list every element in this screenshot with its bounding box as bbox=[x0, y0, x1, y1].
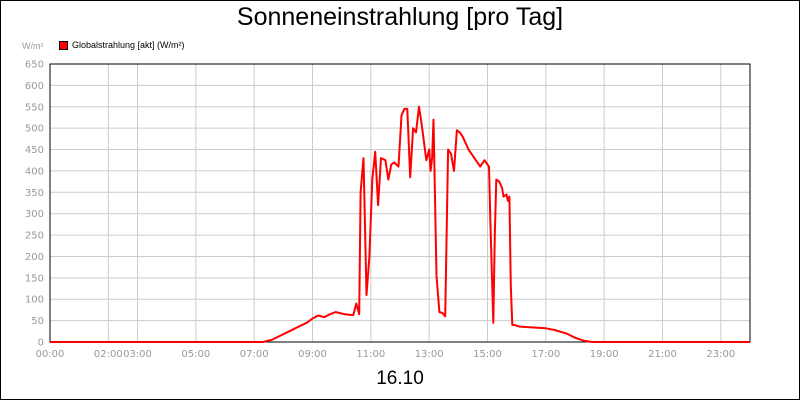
legend: Globalstrahlung [akt] (W/m²) bbox=[59, 38, 185, 52]
y-tick-label: 350 bbox=[25, 188, 44, 199]
y-tick-label: 500 bbox=[25, 124, 44, 135]
y-tick-label: 550 bbox=[25, 102, 44, 113]
y-tick-label: 250 bbox=[25, 231, 44, 242]
x-tick-label: 05:00 bbox=[181, 349, 210, 360]
x-tick-label: 23:00 bbox=[706, 349, 735, 360]
plot-border bbox=[49, 63, 751, 343]
y-tick-label: 0 bbox=[38, 338, 44, 349]
y-tick-label: 600 bbox=[25, 81, 44, 92]
y-tick-label: 200 bbox=[25, 252, 44, 263]
gridlines bbox=[49, 63, 750, 343]
y-tick-label: 650 bbox=[25, 60, 44, 71]
legend-swatch bbox=[59, 40, 68, 50]
x-tick-label: 00:00 bbox=[36, 349, 65, 360]
y-tick-label: 100 bbox=[25, 295, 44, 306]
legend-label: Globalstrahlung [akt] (W/m²) bbox=[72, 40, 185, 50]
y-tick-labels: 0 50 100 150 200 250 300 350 400 450 500 550 600 650 bbox=[25, 60, 44, 349]
x-tick-label: 03:00 bbox=[123, 349, 152, 360]
series-line-globalstrahlung bbox=[50, 105, 750, 343]
x-tick-label: 19:00 bbox=[590, 349, 619, 360]
y-tick-label: 50 bbox=[31, 316, 44, 327]
x-tick-label: 11:00 bbox=[356, 349, 385, 360]
chart-title: Sonneneinstrahlung [pro Tag] bbox=[236, 3, 564, 31]
y-tick-label: 150 bbox=[25, 273, 44, 284]
y-tick-label: 300 bbox=[25, 209, 44, 220]
x-tick-label: 17:00 bbox=[531, 349, 560, 360]
y-unit-label: W/m² bbox=[22, 41, 44, 51]
y-tick-label: 450 bbox=[25, 145, 44, 156]
x-tick-label: 21:00 bbox=[648, 349, 677, 360]
x-tick-labels: 00:00 02:00 03:00 05:00 07:00 09:00 11:00 13:00… bbox=[36, 349, 736, 360]
x-tick-label: 09:00 bbox=[298, 349, 327, 360]
x-tick-label: 02:00 bbox=[94, 349, 123, 360]
x-tick-label: 15:00 bbox=[473, 349, 502, 360]
date-label: 16.10 bbox=[376, 368, 424, 389]
x-tick-label: 07:00 bbox=[240, 349, 269, 360]
y-tick-label: 400 bbox=[25, 166, 44, 177]
x-tick-label: 13:00 bbox=[415, 349, 444, 360]
